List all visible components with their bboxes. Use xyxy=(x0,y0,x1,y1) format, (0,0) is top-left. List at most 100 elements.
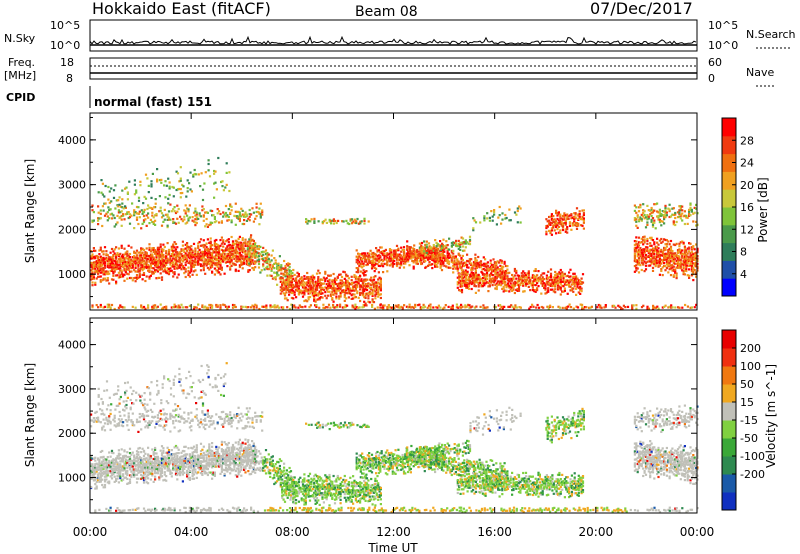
range-time-cell xyxy=(640,218,643,221)
range-time-cell xyxy=(517,284,521,287)
range-time-cell xyxy=(297,289,300,292)
range-time-cell xyxy=(177,260,180,263)
range-time-cell xyxy=(480,283,483,287)
range-time-cell xyxy=(290,291,293,295)
range-time-cell xyxy=(91,272,94,275)
range-time-cell xyxy=(633,204,636,207)
range-time-cell xyxy=(142,214,146,218)
range-time-cell xyxy=(485,269,488,272)
range-time-cell xyxy=(123,273,126,276)
range-time-cell xyxy=(270,267,273,270)
range-time-cell xyxy=(646,260,649,263)
range-time-cell xyxy=(429,249,432,252)
range-time-cell xyxy=(134,306,137,309)
range-time-cell xyxy=(247,259,250,262)
range-time-cell xyxy=(660,258,663,261)
range-time-cell xyxy=(676,260,680,263)
range-time-cell xyxy=(671,266,674,269)
range-time-cell xyxy=(391,261,394,264)
range-time-cell xyxy=(685,254,688,257)
range-time-cell xyxy=(363,300,366,303)
range-time-cell xyxy=(282,274,285,277)
range-time-cell xyxy=(495,277,498,280)
range-time-cell xyxy=(434,260,437,263)
range-time-cell xyxy=(375,281,378,284)
range-time-cell xyxy=(311,294,314,297)
range-time-cell xyxy=(508,278,511,281)
range-time-cell xyxy=(650,252,653,256)
range-time-cell xyxy=(218,221,221,224)
range-time-cell xyxy=(126,252,129,255)
range-time-cell xyxy=(234,269,237,273)
range-time-cell xyxy=(420,244,423,247)
range-time-cell xyxy=(198,263,201,266)
range-time-cell xyxy=(102,250,105,253)
range-time-cell xyxy=(457,262,460,265)
range-time-cell xyxy=(244,238,247,241)
range-time-cell xyxy=(299,283,302,286)
range-time-cell xyxy=(533,269,536,273)
range-time-cell xyxy=(123,267,126,270)
range-time-cell xyxy=(288,281,291,284)
range-time-cell xyxy=(383,249,386,253)
range-time-cell xyxy=(596,306,599,309)
range-time-cell xyxy=(299,291,302,294)
range-time-cell xyxy=(244,242,247,245)
range-time-cell xyxy=(241,257,244,260)
range-time-cell xyxy=(563,287,566,290)
range-time-cell xyxy=(581,307,584,311)
range-time-cell xyxy=(667,207,670,210)
range-time-cell xyxy=(599,304,602,307)
range-time-cell xyxy=(434,252,437,255)
range-time-cell xyxy=(681,306,684,309)
range-time-cell xyxy=(589,306,592,309)
range-time-cell xyxy=(643,248,646,251)
range-time-cell xyxy=(117,199,120,202)
range-time-cell xyxy=(667,256,670,259)
range-time-cell xyxy=(145,254,148,258)
range-time-cell xyxy=(560,222,563,226)
range-time-cell xyxy=(379,259,382,262)
range-time-cell xyxy=(407,306,410,309)
range-time-cell xyxy=(131,279,134,282)
range-time-cell xyxy=(255,245,258,248)
range-time-cell xyxy=(158,276,161,279)
range-time-cell xyxy=(141,261,144,264)
range-time-cell xyxy=(179,251,182,254)
range-time-cell xyxy=(379,246,382,249)
range-time-cell xyxy=(186,221,189,224)
range-time-cell xyxy=(650,248,653,251)
range-time-cell xyxy=(554,270,557,274)
range-time-cell xyxy=(688,210,691,213)
range-time-cell xyxy=(113,266,116,269)
range-time-cell xyxy=(211,252,214,255)
range-time-cell xyxy=(267,259,270,262)
range-time-cell xyxy=(464,304,467,307)
range-time-cell xyxy=(459,281,462,284)
range-time-cell xyxy=(693,264,696,267)
range-time-cell xyxy=(347,291,350,295)
range-time-cell xyxy=(676,211,680,214)
range-time-cell xyxy=(682,253,685,256)
range-time-cell xyxy=(660,254,663,257)
range-time-cell xyxy=(536,274,539,277)
range-time-cell xyxy=(122,273,125,276)
range-time-cell xyxy=(291,275,294,278)
range-time-cell xyxy=(364,304,367,307)
range-time-cell xyxy=(199,255,203,258)
range-time-cell xyxy=(682,273,685,276)
range-time-cell xyxy=(383,262,386,265)
range-time-cell xyxy=(439,240,442,243)
range-time-cell xyxy=(317,269,320,272)
range-time-cell xyxy=(382,304,385,307)
range-time-cell xyxy=(112,267,115,270)
range-time-cell xyxy=(331,279,334,282)
range-time-cell xyxy=(633,250,636,253)
range-time-cell xyxy=(172,255,175,258)
range-time-cell xyxy=(656,253,659,256)
range-time-cell xyxy=(307,288,310,291)
range-time-cell xyxy=(375,253,378,256)
range-time-cell xyxy=(484,276,487,279)
range-time-cell xyxy=(213,251,216,254)
range-time-cell xyxy=(408,303,411,306)
